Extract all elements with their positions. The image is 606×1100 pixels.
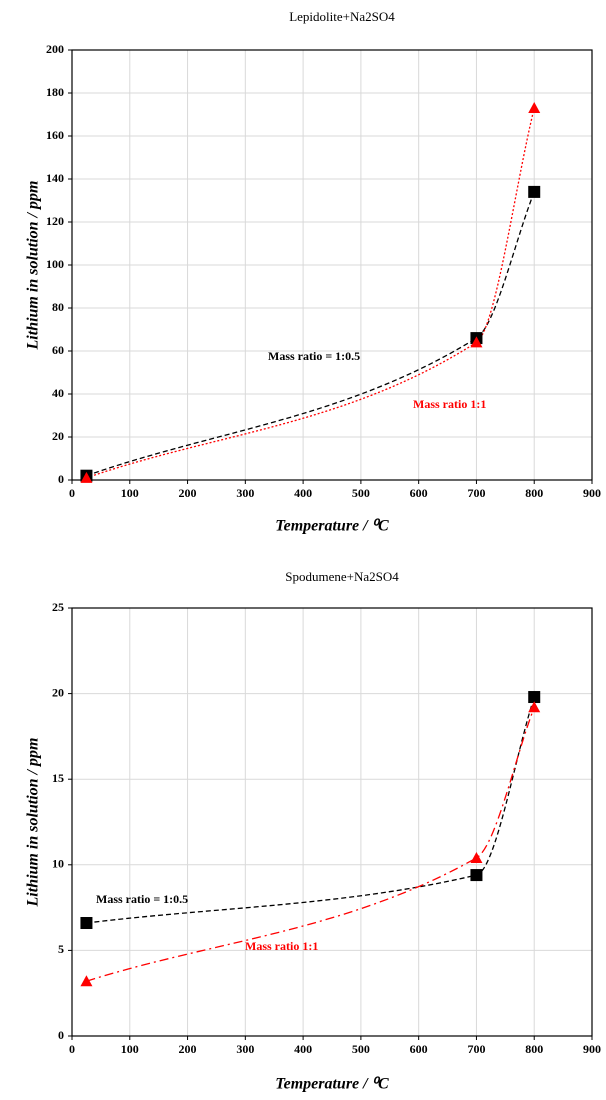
x-tick-label: 200 (179, 486, 197, 500)
x-tick-label: 400 (294, 1042, 312, 1056)
marker (470, 851, 483, 863)
series-line (86, 707, 535, 982)
marker (528, 102, 541, 114)
y-tick-label: 20 (52, 685, 64, 699)
series-line (86, 191, 535, 477)
y-tick-label: 0 (58, 1028, 64, 1042)
y-tick-label: 140 (46, 171, 64, 185)
series-line (86, 107, 535, 479)
y-tick-label: 20 (52, 429, 64, 443)
x-tick-label: 900 (583, 1042, 601, 1056)
plot-frame (71, 607, 593, 1037)
x-tick-label: 100 (121, 1042, 139, 1056)
y-tick-label: 15 (52, 771, 64, 785)
y-tick-label: 120 (46, 214, 64, 228)
series-label: Mass ratio 1:1 (245, 939, 318, 953)
y-tick-label: 100 (46, 257, 64, 271)
y-tick-label: 40 (52, 386, 64, 400)
y-axis-label: Lithium in solution / ppm (25, 738, 42, 908)
x-axis-label: Temperature / ⁰C (275, 1076, 389, 1093)
y-tick-label: 200 (46, 42, 64, 56)
y-tick-label: 60 (52, 343, 64, 357)
marker (470, 869, 483, 882)
marker (80, 471, 93, 483)
x-tick-label: 800 (525, 1042, 543, 1056)
x-tick-label: 0 (69, 486, 75, 500)
y-tick-label: 180 (46, 85, 64, 99)
series-label: Mass ratio = 1:0.5 (96, 892, 188, 906)
x-tick-label: 400 (294, 486, 312, 500)
x-tick-label: 600 (410, 486, 428, 500)
chart-title: Spodumene+Na2SO4 (285, 569, 399, 584)
x-tick-label: 600 (410, 1042, 428, 1056)
y-tick-label: 25 (52, 600, 64, 614)
x-tick-label: 800 (525, 486, 543, 500)
series-label: Mass ratio 1:1 (413, 397, 486, 411)
x-tick-label: 200 (179, 1042, 197, 1056)
series-label: Mass ratio = 1:0.5 (268, 349, 360, 363)
x-tick-label: 900 (583, 486, 601, 500)
x-tick-label: 100 (121, 486, 139, 500)
x-tick-label: 500 (352, 486, 370, 500)
x-tick-label: 700 (467, 486, 485, 500)
y-tick-label: 10 (52, 857, 64, 871)
y-tick-label: 80 (52, 300, 64, 314)
chart-title: Lepidolite+Na2SO4 (289, 9, 395, 24)
marker (80, 975, 93, 987)
x-axis-label: Temperature / ⁰C (275, 518, 389, 535)
marker (528, 691, 541, 704)
plot-frame (71, 49, 593, 481)
y-tick-label: 0 (58, 472, 64, 486)
marker (470, 336, 483, 348)
y-axis-label: Lithium in solution / ppm (25, 181, 42, 351)
marker (528, 185, 541, 198)
y-tick-label: 160 (46, 128, 64, 142)
x-tick-label: 500 (352, 1042, 370, 1056)
x-tick-label: 300 (236, 1042, 254, 1056)
x-tick-label: 300 (236, 486, 254, 500)
y-tick-label: 5 (58, 942, 64, 956)
marker (528, 701, 541, 713)
x-tick-label: 0 (69, 1042, 75, 1056)
x-tick-label: 700 (467, 1042, 485, 1056)
marker (80, 917, 93, 930)
series-line (86, 696, 535, 924)
